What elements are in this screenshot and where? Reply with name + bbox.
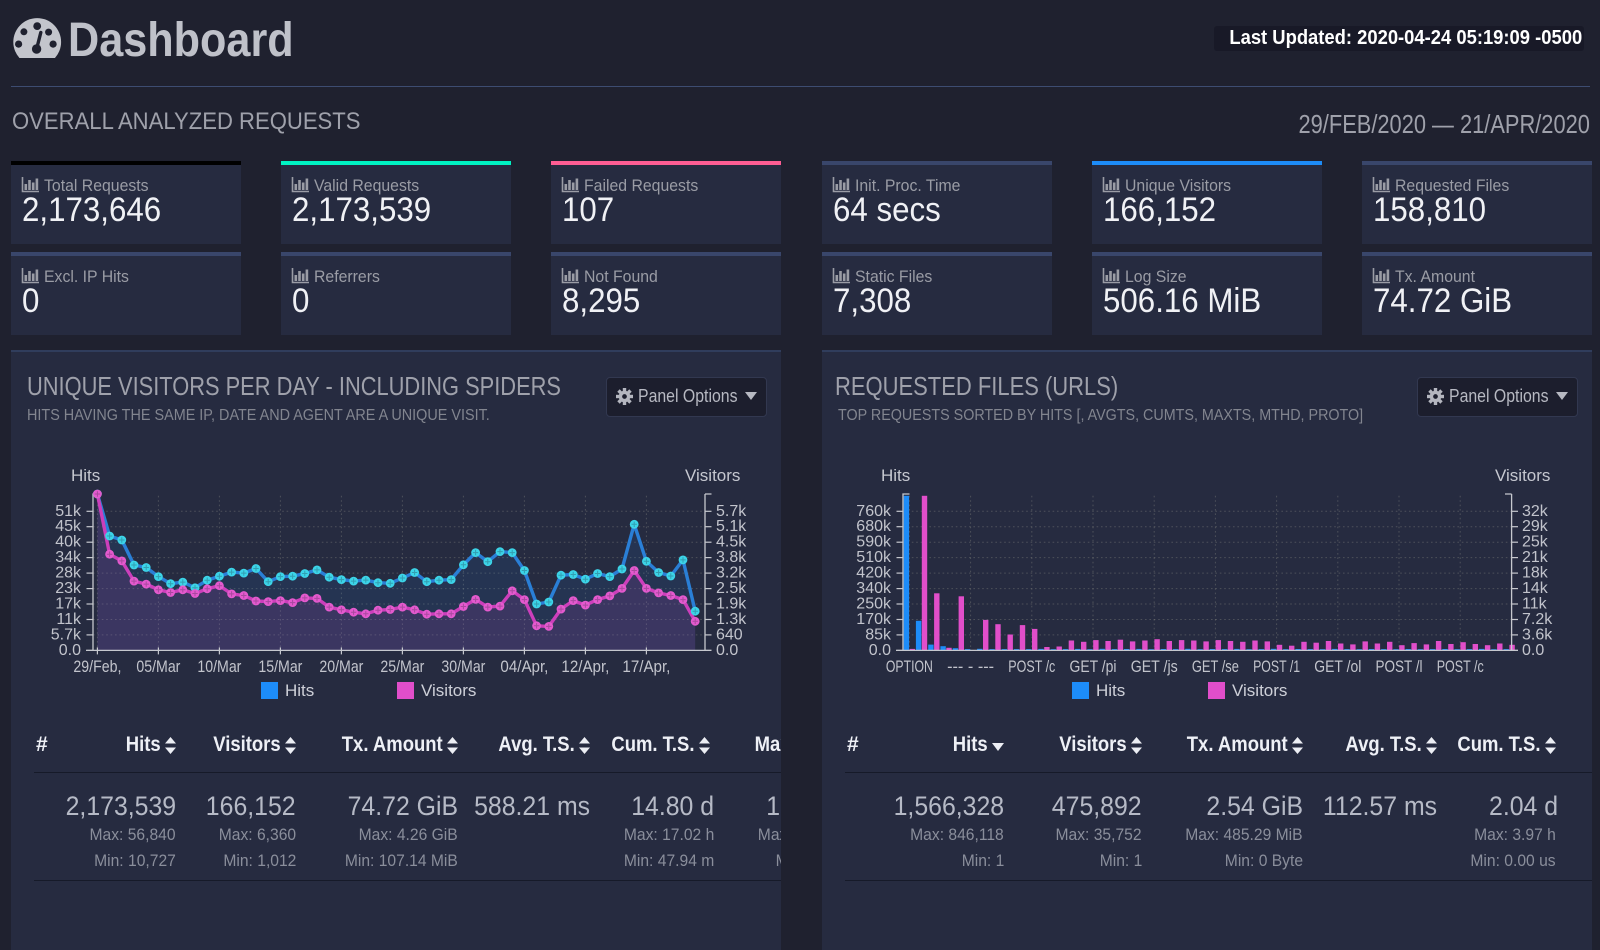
svg-text:23k: 23k (55, 580, 82, 597)
svg-text:7.2k: 7.2k (1522, 611, 1553, 628)
svg-text:510k: 510k (856, 549, 892, 566)
svg-text:51k: 51k (55, 503, 82, 520)
svg-text:GET /pi: GET /pi (1070, 658, 1117, 676)
svg-text:--- - ---: --- - --- (947, 658, 994, 676)
svg-text:04/Apr,: 04/Apr, (500, 658, 548, 676)
svg-text:17/Apr,: 17/Apr, (622, 658, 670, 676)
svg-text:3.6k: 3.6k (1522, 626, 1553, 643)
svg-text:Hits: Hits (1096, 681, 1125, 700)
svg-text:28k: 28k (55, 565, 82, 582)
svg-text:POST /1: POST /1 (1253, 658, 1300, 676)
svg-text:25/Mar: 25/Mar (380, 658, 424, 676)
svg-text:20/Mar: 20/Mar (319, 658, 363, 676)
svg-text:17k: 17k (55, 596, 82, 613)
svg-text:340k: 340k (856, 580, 892, 597)
svg-text:Hits: Hits (71, 466, 100, 485)
svg-text:0.0: 0.0 (1522, 642, 1544, 659)
svg-text:OPTION: OPTION (886, 658, 933, 676)
svg-text:34k: 34k (55, 549, 82, 566)
svg-text:170k: 170k (856, 611, 892, 628)
svg-text:Visitors: Visitors (1232, 681, 1287, 700)
svg-text:18k: 18k (1522, 565, 1549, 582)
svg-text:3.2k: 3.2k (716, 565, 747, 582)
svg-text:POST /c: POST /c (1008, 658, 1055, 676)
svg-text:5.1k: 5.1k (716, 518, 747, 535)
svg-text:GET /ol: GET /ol (1314, 658, 1361, 676)
svg-text:Visitors: Visitors (421, 681, 476, 700)
svg-text:2.5k: 2.5k (716, 580, 747, 597)
svg-text:GET /se: GET /se (1192, 658, 1239, 676)
svg-text:11k: 11k (1522, 596, 1548, 613)
svg-text:760k: 760k (856, 503, 892, 520)
svg-text:Hits: Hits (285, 681, 314, 700)
svg-text:680k: 680k (856, 518, 892, 535)
svg-text:POST /c: POST /c (1437, 658, 1484, 676)
svg-text:Visitors: Visitors (685, 466, 740, 485)
svg-text:GET /js: GET /js (1131, 658, 1178, 676)
svg-text:0.0: 0.0 (59, 642, 81, 659)
svg-text:0.0: 0.0 (869, 642, 891, 659)
svg-text:5.7k: 5.7k (716, 503, 747, 520)
svg-text:21k: 21k (1522, 549, 1549, 566)
svg-text:Visitors: Visitors (1495, 466, 1550, 485)
svg-text:29k: 29k (1522, 518, 1549, 535)
svg-text:30/Mar: 30/Mar (441, 658, 485, 676)
svg-text:11k: 11k (56, 611, 82, 628)
svg-text:32k: 32k (1522, 503, 1549, 520)
svg-text:250k: 250k (856, 596, 892, 613)
svg-text:1.9k: 1.9k (716, 596, 747, 613)
svg-text:05/Mar: 05/Mar (136, 658, 180, 676)
svg-text:25k: 25k (1522, 534, 1549, 551)
svg-text:420k: 420k (856, 565, 892, 582)
svg-text:640: 640 (716, 626, 743, 643)
svg-text:85k: 85k (865, 626, 892, 643)
svg-text:590k: 590k (856, 534, 892, 551)
svg-text:0.0: 0.0 (716, 642, 738, 659)
svg-text:Hits: Hits (881, 466, 910, 485)
svg-text:10/Mar: 10/Mar (197, 658, 241, 676)
svg-text:1.3k: 1.3k (716, 611, 747, 628)
svg-text:15/Mar: 15/Mar (258, 658, 302, 676)
svg-text:5.7k: 5.7k (51, 626, 82, 643)
svg-text:3.8k: 3.8k (716, 549, 747, 566)
svg-text:29/Feb,: 29/Feb, (73, 658, 121, 676)
svg-text:4.5k: 4.5k (716, 534, 747, 551)
svg-text:40k: 40k (55, 534, 82, 551)
svg-text:12/Apr,: 12/Apr, (561, 658, 609, 676)
svg-text:14k: 14k (1522, 580, 1549, 597)
svg-text:POST /l: POST /l (1376, 658, 1423, 676)
svg-text:45k: 45k (55, 518, 82, 535)
